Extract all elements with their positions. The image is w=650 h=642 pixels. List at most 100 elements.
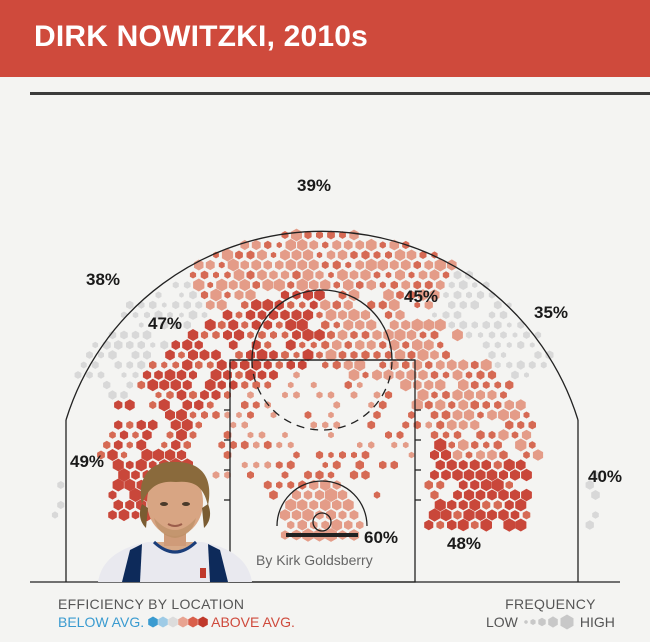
shot-hexagon <box>179 312 184 318</box>
shot-hexagon <box>172 361 180 369</box>
shot-hexagon <box>499 450 508 460</box>
shot-hexagon <box>302 508 314 522</box>
shot-hexagon <box>291 249 302 261</box>
shot-hexagon <box>437 341 444 349</box>
shot-hexagon <box>452 389 463 401</box>
shot-hexagon <box>188 349 198 361</box>
shot-hexagon <box>430 370 439 380</box>
shot-hexagon <box>339 451 346 459</box>
shot-hexagon <box>164 449 176 461</box>
shot-hexagon <box>412 359 423 371</box>
shot-hexagon <box>194 340 203 350</box>
shot-hexagon <box>463 409 475 421</box>
shot-hexagon <box>425 421 432 429</box>
frequency-swatch <box>524 620 528 624</box>
shot-hexagon <box>228 279 238 291</box>
shot-hexagon <box>240 260 249 270</box>
shot-hexagon <box>480 358 492 372</box>
shot-hexagon <box>435 379 446 391</box>
shot-hexagon <box>394 249 406 261</box>
shot-hexagon <box>356 520 364 530</box>
shot-hexagon <box>475 489 486 501</box>
shot-hexagon <box>234 289 244 301</box>
shot-hexagon <box>517 321 525 329</box>
shot-hexagon <box>138 322 144 328</box>
shot-hexagon <box>148 419 158 431</box>
shot-hexagon <box>296 278 308 292</box>
shot-hexagon <box>328 431 334 439</box>
shot-hexagon <box>411 318 423 332</box>
shot-hexagon <box>337 268 348 282</box>
shot-hexagon <box>296 318 308 332</box>
shot-hexagon <box>482 320 490 330</box>
shot-hexagon <box>241 400 249 410</box>
shot-hexagon <box>315 470 324 480</box>
shot-hexagon <box>384 390 393 400</box>
shot-hexagon <box>361 450 370 460</box>
shot-hexagon <box>470 380 479 390</box>
shot-hexagon <box>487 489 497 501</box>
shot-hexagon <box>212 471 220 479</box>
efficiency-swatch <box>188 616 198 628</box>
shot-hexagon <box>510 469 520 481</box>
shot-hexagon <box>430 430 439 440</box>
shot-hexagon <box>217 380 226 390</box>
shot-hexagon <box>441 469 451 481</box>
shot-hexagon <box>406 249 417 261</box>
shot-hexagon <box>176 408 187 422</box>
shot-hexagon <box>458 459 468 471</box>
shot-hexagon <box>434 258 446 272</box>
shot-hexagon <box>476 290 485 300</box>
shot-hexagon <box>477 411 484 419</box>
shot-hexagon <box>172 300 180 310</box>
above-average-label: ABOVE AVG. <box>211 614 295 630</box>
shot-hexagon <box>287 520 295 530</box>
shot-hexagon <box>136 439 147 451</box>
shot-hexagon <box>442 431 450 439</box>
shot-hexagon <box>585 480 594 490</box>
shot-hexagon <box>466 291 472 299</box>
frequency-legend-row: LOW HIGH <box>486 614 615 630</box>
shot-hexagon <box>414 301 421 309</box>
shot-hexagon <box>321 261 329 269</box>
shot-hexagon <box>176 389 187 401</box>
shot-hexagon <box>149 360 157 370</box>
shot-hexagon <box>189 431 197 439</box>
shot-hexagon <box>247 331 254 339</box>
label-right-wing-three: 35% <box>534 303 569 322</box>
shot-hexagon <box>264 341 272 349</box>
shot-hexagon <box>206 401 214 409</box>
shot-hexagon <box>171 320 180 330</box>
shot-hexagon <box>324 488 338 502</box>
shot-hexagon <box>493 500 502 510</box>
shot-hexagon <box>204 378 216 392</box>
shot-hexagon <box>424 519 434 531</box>
shot-hexagon <box>291 228 302 242</box>
shot-hexagon <box>118 508 130 522</box>
shot-hexagon <box>345 261 352 269</box>
shot-hexagon <box>120 451 128 459</box>
shot-hexagon <box>429 269 440 281</box>
shot-hexagon <box>331 518 343 532</box>
shot-hexagon <box>408 271 415 279</box>
free-throw-circle-bottom <box>251 359 393 431</box>
shot-hexagon <box>350 350 358 360</box>
shot-hexagon <box>165 349 175 361</box>
shot-hexagon <box>164 368 176 382</box>
shot-hexagon <box>506 342 512 348</box>
shot-hexagon <box>332 460 341 470</box>
shot-hexagon <box>503 458 515 472</box>
shot-hexagon <box>338 510 347 520</box>
shot-hexagon <box>149 400 157 410</box>
shot-hexagon <box>200 389 209 401</box>
shot-hexagon <box>315 450 324 460</box>
shot-hexagon <box>182 399 192 411</box>
shot-hexagon <box>417 348 429 362</box>
shot-hexagon <box>413 280 422 290</box>
shot-hexagon <box>458 280 468 290</box>
shot-hexagon <box>505 380 514 390</box>
shot-hexagon <box>487 449 497 461</box>
shot-hexagon <box>361 330 370 340</box>
label-right-elbow: 45% <box>404 287 439 306</box>
shot-hexagon <box>166 390 174 400</box>
